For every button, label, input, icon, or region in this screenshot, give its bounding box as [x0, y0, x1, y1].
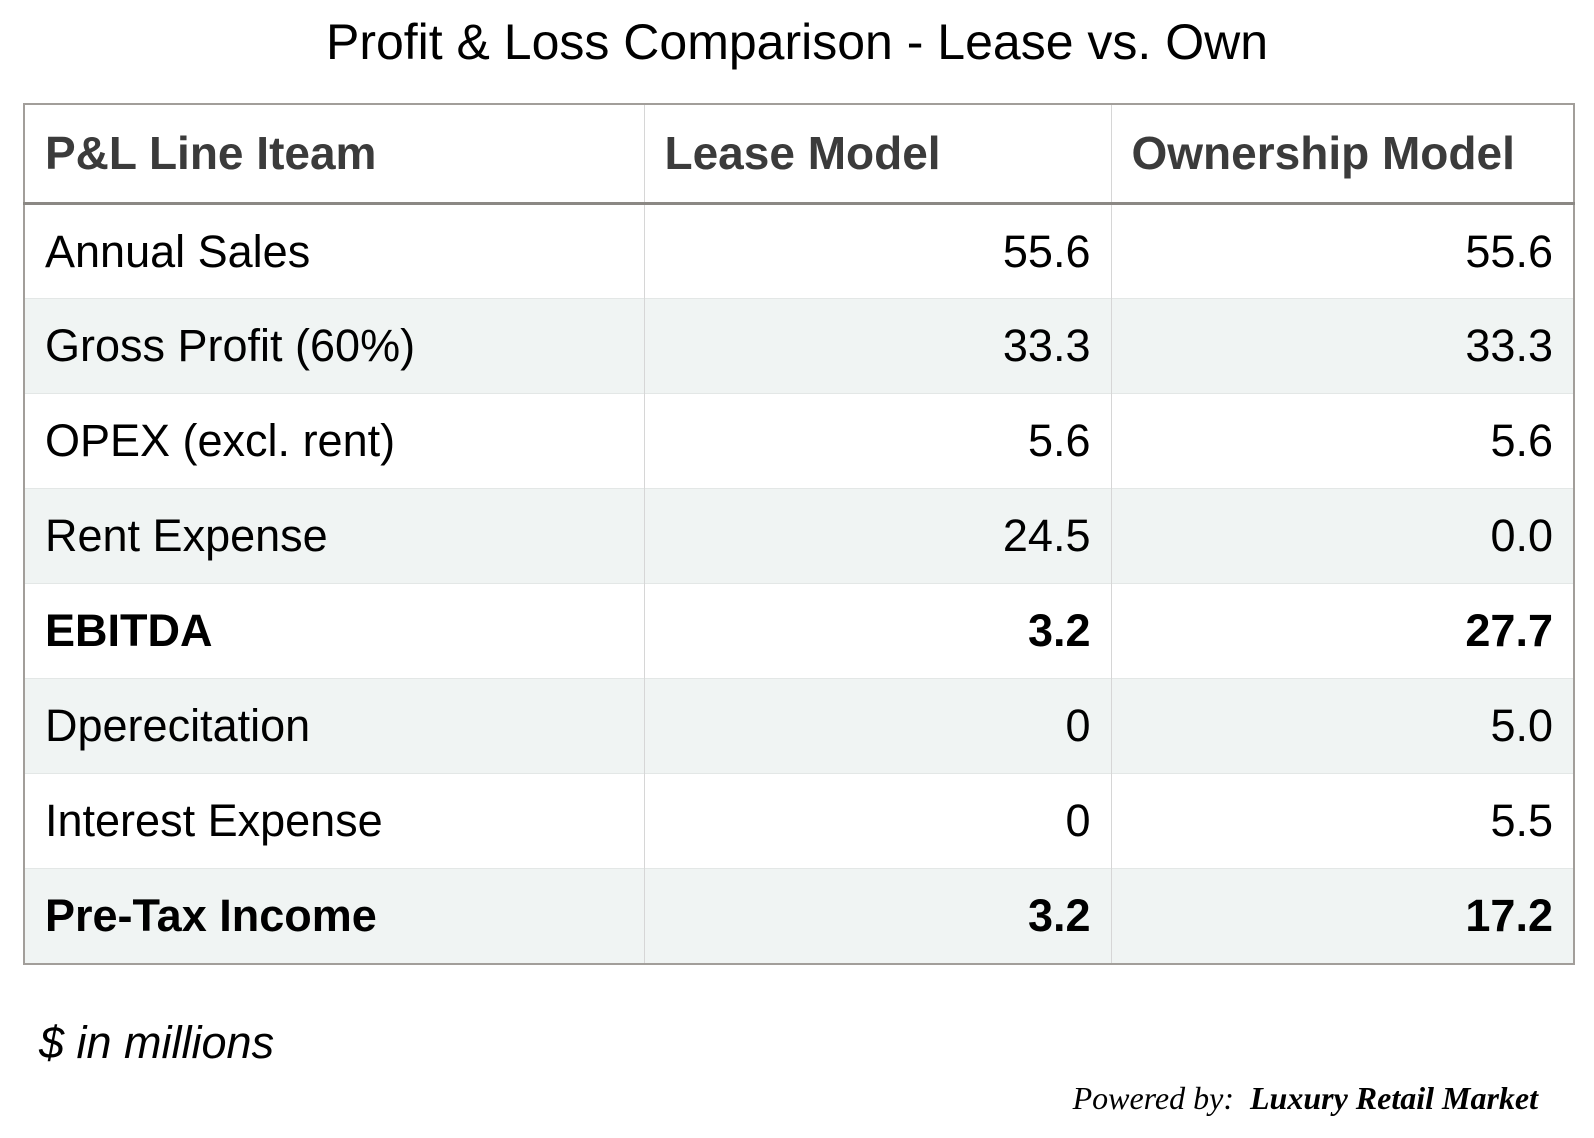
table-row: Dperecitation 0 5.0	[24, 678, 1574, 774]
pl-comparison-table: P&L Line Iteam Lease Model Ownership Mod…	[23, 102, 1575, 965]
lease-value: 33.3	[643, 298, 1111, 394]
row-label: Gross Profit (60%)	[24, 298, 644, 394]
table-row: EBITDA 3.2 27.7	[24, 583, 1574, 679]
ownership-value: 33.3	[1110, 298, 1574, 394]
ownership-value: 55.6	[1110, 203, 1574, 299]
header-row: P&L Line Iteam Lease Model Ownership Mod…	[24, 103, 1574, 205]
table-row: Pre-Tax Income 3.2 17.2	[24, 868, 1574, 964]
ownership-value: 5.0	[1110, 678, 1574, 774]
powered-by-prefix: Powered by:	[1072, 1080, 1234, 1116]
page-title: Profit & Loss Comparison - Lease vs. Own	[325, 14, 1269, 70]
row-label: Dperecitation	[24, 678, 644, 774]
lease-value: 3.2	[643, 583, 1111, 679]
table-row: OPEX (excl. rent) 5.6 5.6	[24, 393, 1574, 489]
ownership-value: 17.2	[1110, 868, 1574, 964]
units-note: $ in millions	[39, 1016, 275, 1068]
ownership-value: 27.7	[1110, 583, 1574, 679]
lease-value: 5.6	[643, 393, 1111, 489]
row-label: Rent Expense	[24, 488, 644, 584]
row-label: EBITDA	[24, 583, 644, 679]
table-row: Annual Sales 55.6 55.6	[24, 203, 1574, 299]
row-label: Interest Expense	[24, 773, 644, 869]
lease-value: 0	[643, 773, 1111, 869]
column-header-line-item: P&L Line Iteam	[24, 103, 644, 205]
row-label: Pre-Tax Income	[24, 868, 644, 964]
ownership-value: 0.0	[1110, 488, 1574, 584]
table-row: Gross Profit (60%) 33.3 33.3	[24, 298, 1574, 394]
column-header-lease-model: Lease Model	[643, 103, 1111, 205]
column-header-ownership-model: Ownership Model	[1110, 103, 1574, 205]
table-row: Interest Expense 0 5.5	[24, 773, 1574, 869]
powered-by: Powered by: Luxury Retail Market	[1073, 1080, 1538, 1117]
ownership-value: 5.5	[1110, 773, 1574, 869]
row-label: Annual Sales	[45, 225, 311, 277]
table-row: Rent Expense 24.5 0.0	[24, 488, 1574, 584]
row-label: OPEX (excl. rent)	[24, 393, 644, 489]
lease-value: 24.5	[643, 488, 1111, 584]
lease-value: 0	[643, 678, 1111, 774]
lease-value: 3.2	[643, 868, 1111, 964]
ownership-value: 5.6	[1110, 393, 1574, 489]
lease-value: 55.6	[643, 203, 1111, 299]
powered-by-brand: Luxury Retail Market	[1249, 1080, 1538, 1116]
